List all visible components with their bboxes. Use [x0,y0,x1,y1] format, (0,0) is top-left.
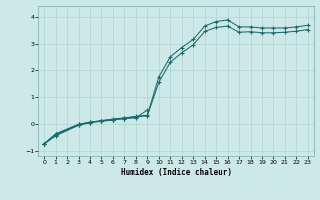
X-axis label: Humidex (Indice chaleur): Humidex (Indice chaleur) [121,168,231,177]
